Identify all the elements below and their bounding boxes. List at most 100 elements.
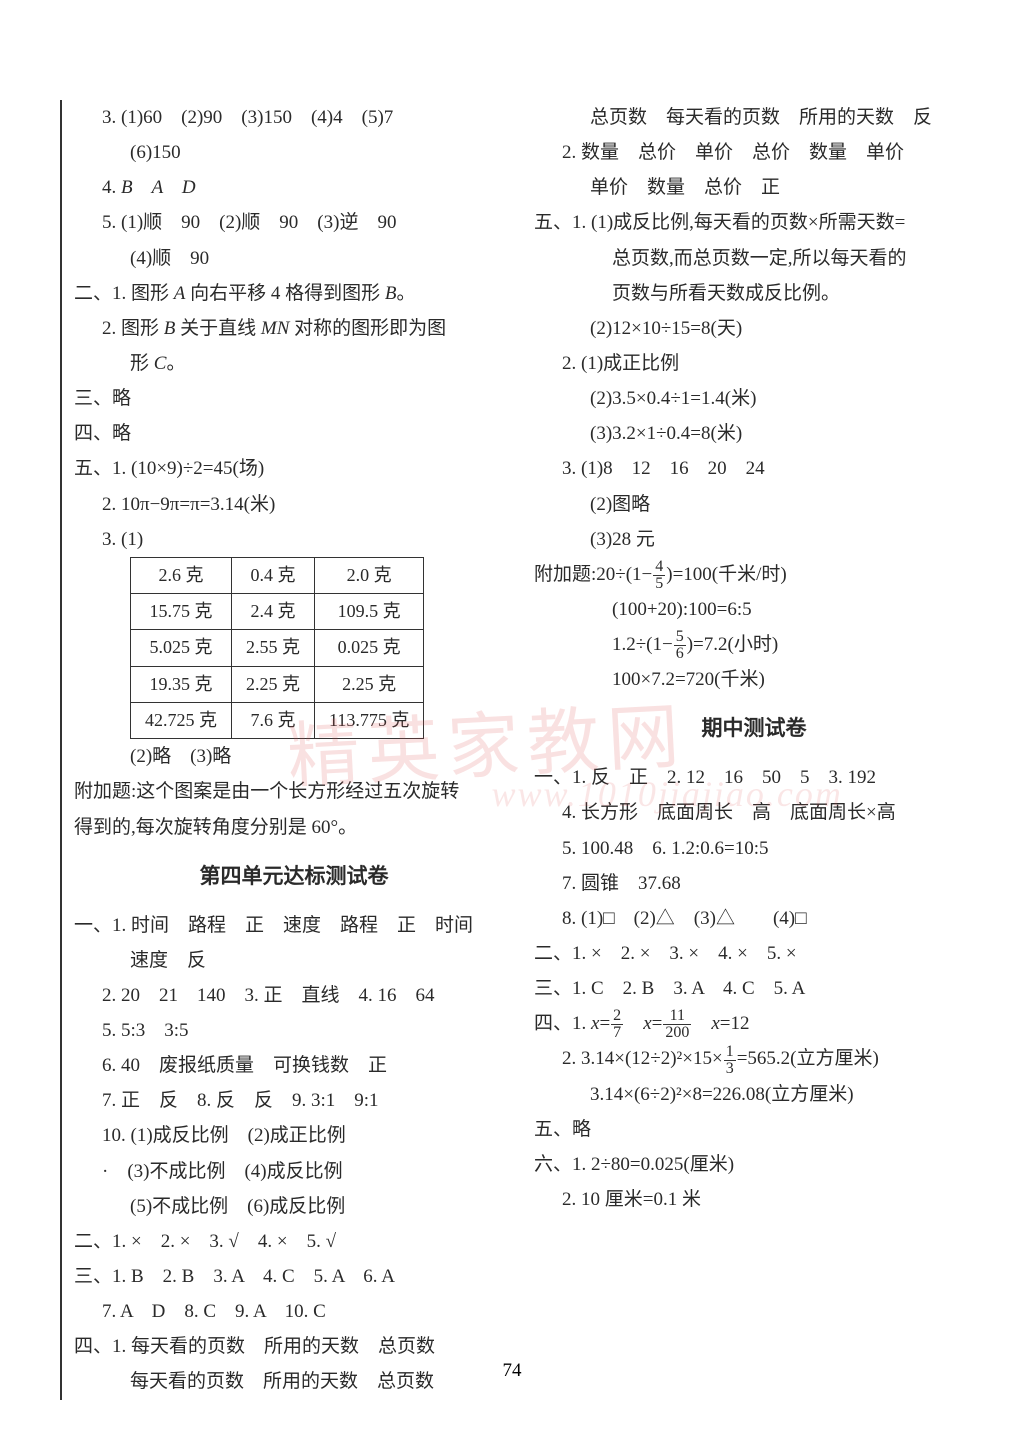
right-column: 总页数 每天看的页数 所用的天数 反 2. 数量 总价 单价 总价 数量 单价 …	[534, 100, 974, 1400]
table-cell: 5.025 克	[131, 630, 232, 666]
section-title: 期中测试卷	[534, 709, 974, 748]
text-line: 8. (1)□ (2)△ (3)△ (4)□	[534, 901, 974, 936]
text-line: 5. 5:3 3:5	[74, 1013, 514, 1048]
text-line: 2. (1)成正比例	[534, 346, 974, 381]
var: A	[174, 283, 186, 304]
text-line: 二、1. × 2. × 3. × 4. × 5. ×	[534, 936, 974, 971]
page-body: 3. (1)60 (2)90 (3)150 (4)4 (5)7 (6)150 4…	[0, 0, 1024, 1420]
text: 2. 图形	[102, 318, 164, 339]
text: 关于直线	[175, 318, 261, 339]
denominator: 3	[724, 1061, 736, 1077]
text-line: 五、略	[534, 1112, 974, 1147]
text-line: (2)图略	[534, 487, 974, 522]
numerator: 2	[611, 1008, 623, 1025]
text-line: 5. 100.48 6. 1.2:0.6=10:5	[534, 831, 974, 866]
denominator: 6	[674, 646, 686, 662]
text: 附加题:20÷(1−	[534, 564, 652, 585]
table-cell: 2.4 克	[232, 594, 315, 630]
text-line: (2)12×10÷15=8(天)	[534, 311, 974, 346]
text-line: 五、1. (1)成反比例,每天看的页数×所需天数=	[534, 205, 974, 240]
page-number: 74	[503, 1360, 522, 1382]
text-line: (3)3.2×1÷0.4=8(米)	[534, 416, 974, 451]
numerator: 11	[663, 1008, 691, 1025]
text-line: 7. A D 8. C 9. A 10. C	[74, 1294, 514, 1329]
table-row: 5.025 克 2.55 克 0.025 克	[131, 630, 424, 666]
text-line: 2. 10 厘米=0.1 米	[534, 1182, 974, 1217]
text: =	[599, 1013, 610, 1034]
table-row: 2.6 克 0.4 克 2.0 克	[131, 557, 424, 593]
table-cell: 2.25 克	[315, 666, 424, 702]
var: MN	[261, 318, 290, 339]
text-line: 得到的,每次旋转角度分别是 60°。	[74, 810, 514, 845]
text: 向右平移 4 格得到图形	[185, 283, 385, 304]
numerator: 1	[724, 1044, 736, 1061]
text-line: 附加题:这个图案是由一个长方形经过五次旋转	[74, 774, 514, 809]
text-line: 四、1. x=27 x=11200 x=12	[534, 1006, 974, 1041]
text-line: 7. 正 反 8. 反 反 9. 3:1 9:1	[74, 1083, 514, 1118]
text-line: 三、略	[74, 381, 514, 416]
var: x	[643, 1013, 651, 1034]
label: 4.	[102, 177, 121, 198]
text: =565.2(立方厘米)	[737, 1048, 879, 1069]
text-line: 3. (1)8 12 16 20 24	[534, 451, 974, 486]
table-cell: 113.775 克	[315, 703, 424, 739]
text-line: (3)28 元	[534, 522, 974, 557]
table-cell: 2.25 克	[232, 666, 315, 702]
text-line: (100+20):100=6:5	[534, 592, 974, 627]
text-line: 二、1. 图形 A 向右平移 4 格得到图形 B。	[74, 276, 514, 311]
fraction: 27	[611, 1008, 623, 1041]
denominator: 5	[653, 576, 665, 592]
text-line: 一、1. 反 正 2. 12 16 50 5 3. 192	[534, 760, 974, 795]
text-line: (2)略 (3)略	[74, 739, 514, 774]
var: x	[711, 1013, 719, 1034]
table-cell: 2.0 克	[315, 557, 424, 593]
text-line: 4. 长方形 底面周长 高 底面周长×高	[534, 795, 974, 830]
text-line: 三、1. B 2. B 3. A 4. C 5. A 6. A	[74, 1259, 514, 1294]
text	[692, 1013, 711, 1034]
fraction: 56	[674, 629, 686, 662]
text: 。	[166, 353, 185, 374]
text-line: 6. 40 废报纸质量 可换钱数 正	[74, 1048, 514, 1083]
answer-letters: B A D	[121, 177, 196, 198]
fraction: 11200	[663, 1008, 691, 1041]
text: )=7.2(小时)	[687, 634, 778, 655]
text-line: 2. 3.14×(12÷2)²×15×13=565.2(立方厘米)	[534, 1041, 974, 1076]
table-row: 15.75 克 2.4 克 109.5 克	[131, 594, 424, 630]
section-title: 第四单元达标测试卷	[74, 857, 514, 896]
text-line: (6)150	[74, 135, 514, 170]
text: 四、1.	[534, 1013, 591, 1034]
text: =	[652, 1013, 663, 1034]
table-cell: 19.35 克	[131, 666, 232, 702]
table-cell: 109.5 克	[315, 594, 424, 630]
text-line: 1.2÷(1−56)=7.2(小时)	[534, 627, 974, 662]
text-line: (5)不成比例 (6)成反比例	[74, 1189, 514, 1224]
fraction: 13	[724, 1044, 736, 1077]
table-cell: 0.4 克	[232, 557, 315, 593]
text: 2. 3.14×(12÷2)²×15×	[562, 1048, 723, 1069]
text-line: 页数与所看天数成反比例。	[534, 276, 974, 311]
text	[624, 1013, 643, 1034]
text-line: 三、1. C 2. B 3. A 4. C 5. A	[534, 971, 974, 1006]
left-column: 3. (1)60 (2)90 (3)150 (4)4 (5)7 (6)150 4…	[60, 100, 514, 1400]
fraction: 45	[653, 559, 665, 592]
text-line: 3.14×(6÷2)²×8=226.08(立方厘米)	[534, 1077, 974, 1112]
table-cell: 2.55 克	[232, 630, 315, 666]
var: B	[164, 318, 176, 339]
text-line: 总页数 每天看的页数 所用的天数 反	[534, 100, 974, 135]
text-line: 速度 反	[74, 943, 514, 978]
text: =12	[720, 1013, 750, 1034]
text-line: 一、1. 时间 路程 正 速度 路程 正 时间	[74, 908, 514, 943]
text: 二、1. 图形	[74, 283, 174, 304]
table-cell: 0.025 克	[315, 630, 424, 666]
text-line: 五、1. (10×9)÷2=45(场)	[74, 451, 514, 486]
denominator: 200	[663, 1025, 691, 1041]
text-line: 每天看的页数 所用的天数 总页数	[74, 1364, 514, 1399]
text-line: 二、1. × 2. × 3. √ 4. × 5. √	[74, 1224, 514, 1259]
text-line: 5. (1)顺 90 (2)顺 90 (3)逆 90	[74, 205, 514, 240]
text-line: 4. B A D	[74, 170, 514, 205]
text: 1.2÷(1−	[612, 634, 673, 655]
text-line: 2. 图形 B 关于直线 MN 对称的图形即为图	[74, 311, 514, 346]
text: 对称的图形即为图	[289, 318, 446, 339]
text-line: 3. (1)60 (2)90 (3)150 (4)4 (5)7	[74, 100, 514, 135]
text-line: (4)顺 90	[74, 241, 514, 276]
